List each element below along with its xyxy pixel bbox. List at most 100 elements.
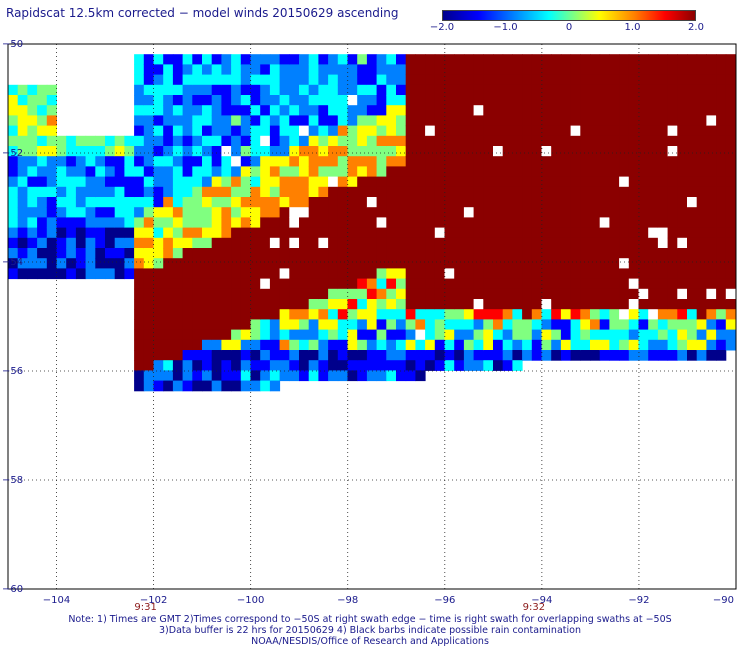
swath-cell [337, 115, 348, 127]
swath-cell [357, 186, 368, 198]
swath-cell [619, 339, 630, 351]
swath-cell [386, 360, 397, 371]
swath-cell [114, 156, 125, 167]
swath-cell [260, 84, 271, 96]
swath-cell [473, 309, 484, 320]
swath-cell [250, 370, 261, 382]
swath-cell [454, 74, 465, 86]
swath-cell [366, 350, 378, 361]
swath-cell [163, 360, 174, 371]
swath-cell [289, 135, 300, 147]
swath-cell [638, 115, 649, 127]
swath-cell [454, 329, 465, 341]
swath-cell [483, 278, 494, 290]
swath-cell [357, 339, 368, 351]
swath-cell [260, 186, 271, 198]
swath-cell [27, 146, 38, 157]
swath-cell [667, 258, 678, 269]
swath-cell [192, 64, 203, 76]
swath-cell [425, 176, 436, 188]
swath-cell [163, 95, 174, 106]
swath-cell [725, 237, 736, 249]
swath-cell [396, 135, 407, 147]
swath-cell [357, 135, 368, 147]
swath-cell [46, 166, 57, 178]
swath-cell [134, 95, 145, 106]
swath-cell [192, 166, 203, 178]
swath-cell [182, 84, 193, 96]
swath-cell [17, 237, 28, 249]
swath-cell [172, 258, 184, 269]
swath-cell [153, 268, 164, 280]
swath-cell [531, 217, 542, 229]
swath-cell [27, 197, 38, 208]
swath-cell [153, 74, 164, 86]
swath-cell [425, 166, 436, 178]
swath-cell [405, 186, 416, 198]
swath-cell [221, 207, 232, 218]
swath-cell [648, 268, 659, 280]
swath-cell [696, 197, 707, 208]
swath-cell [337, 268, 348, 280]
swath-cell [454, 288, 465, 300]
swath-cell [386, 105, 397, 116]
swath-cell [347, 237, 358, 249]
swath-cell [396, 156, 407, 167]
swath-cell [221, 350, 232, 361]
swath-cell [716, 350, 727, 361]
swath-cell [648, 329, 659, 341]
swath-cell [289, 115, 300, 127]
swath-cell [328, 197, 339, 208]
swath-cell [114, 227, 125, 239]
swath-cell [415, 156, 426, 167]
swath-cell [463, 350, 475, 361]
swath-cell [318, 146, 329, 157]
swath-cell [667, 248, 678, 259]
swath-cell [182, 95, 193, 106]
swath-cell [396, 186, 407, 198]
swath-cell [221, 248, 232, 259]
swath-cell [143, 186, 154, 198]
swath-cell [192, 186, 203, 198]
swath-cell [124, 166, 135, 178]
swath-cell [172, 360, 184, 371]
swath-cell [716, 217, 727, 229]
swath-cell [231, 166, 242, 178]
longitude-tick-label: −90 [713, 595, 734, 606]
swath-cell [289, 74, 300, 86]
swath-cell [687, 166, 698, 178]
swath-cell [337, 207, 348, 218]
swath-cell [202, 329, 213, 341]
swath-cell [677, 176, 688, 188]
swath-cell [27, 166, 38, 178]
swath-cell [250, 125, 261, 137]
swath-cell [114, 135, 125, 147]
note-line-2: 3)Data buffer is 22 hrs for 20150629 4) … [159, 625, 581, 636]
swath-cell [182, 135, 193, 147]
swath-cell [46, 135, 57, 147]
swath-cell [590, 84, 601, 96]
swath-cell [706, 268, 717, 280]
swath-cell [221, 54, 232, 65]
swath-cell [677, 74, 688, 86]
swath-cell [202, 166, 213, 178]
swath-cell [502, 237, 513, 249]
swath-cell [279, 74, 290, 86]
swath-cell [269, 380, 281, 392]
swath-cell [366, 299, 378, 310]
swath-cell [493, 64, 504, 76]
swath-cell [580, 309, 591, 320]
swath-cell [299, 248, 310, 259]
swath-cell [240, 95, 251, 106]
swath-cell [551, 135, 562, 147]
swath-cell [609, 227, 620, 239]
swath-cell [134, 380, 145, 392]
swath-cell [725, 258, 736, 269]
swath-cell [134, 278, 145, 290]
swath-cell [687, 268, 698, 280]
swath-cell [143, 339, 154, 351]
swath-cell [551, 350, 562, 361]
swath-cell [260, 217, 271, 229]
swath-cell [706, 258, 717, 269]
swath-cell [143, 380, 154, 392]
